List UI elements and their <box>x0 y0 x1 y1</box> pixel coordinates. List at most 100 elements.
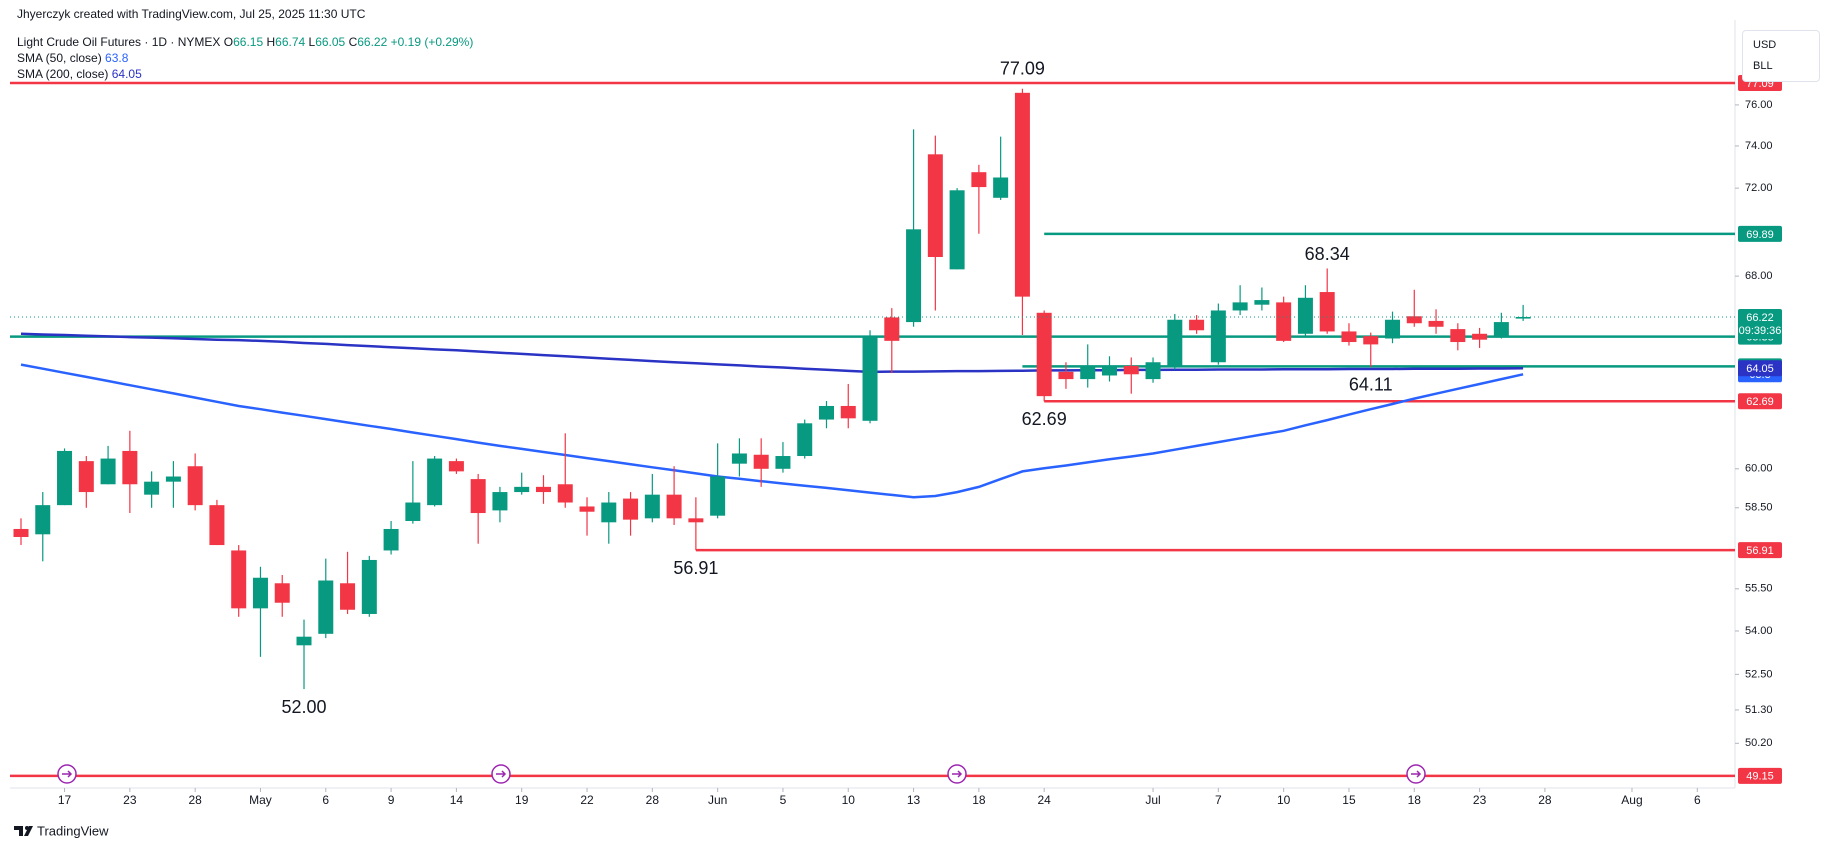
level-tag: 69.89 <box>1746 229 1774 241</box>
candle-body <box>1297 297 1313 334</box>
x-tick-label: Jul <box>1145 793 1160 807</box>
candle-body <box>1232 302 1248 311</box>
candle-body <box>1080 367 1096 380</box>
change: +0.19 (+0.29%) <box>390 35 474 49</box>
legend-entry: SMA (50, close) <box>17 51 102 65</box>
candle-body <box>775 456 791 469</box>
legend-sma200[interactable]: SMA (200, close) 64.05 <box>17 67 142 81</box>
x-tick-label: 28 <box>188 793 202 807</box>
level-tag-bg <box>1738 225 1782 242</box>
x-tick-label: Aug <box>1621 793 1642 807</box>
ohlc-value: 66.05 <box>315 35 346 49</box>
candle-body <box>884 317 900 341</box>
candle-body <box>927 154 943 258</box>
y-tick-label: 72.00 <box>1745 182 1773 194</box>
level-tag: 49.15 <box>1746 771 1774 783</box>
brand: TradingView <box>37 823 109 838</box>
candle-body <box>906 229 922 323</box>
annotation: 52.00 <box>281 697 326 717</box>
x-tick-label: 6 <box>322 793 329 807</box>
candle-body <box>13 528 29 537</box>
candle-body <box>1428 320 1444 327</box>
candle-body <box>949 190 965 270</box>
candle-body <box>427 458 443 506</box>
candle-body <box>252 577 268 609</box>
x-tick-label: 10 <box>842 793 856 807</box>
candle-body <box>1210 310 1226 363</box>
x-tick-label: 14 <box>450 793 464 807</box>
ohlc-label: C <box>348 35 358 49</box>
candle-body <box>1385 319 1401 339</box>
currency: USD <box>1753 39 1777 51</box>
credit: Jhyerczyk created with TradingView.com, … <box>17 7 366 21</box>
brand-logo <box>14 826 33 836</box>
legend-main: Light Crude Oil Futures · 1D · NYMEX O66… <box>17 35 473 49</box>
x-tick-label: 18 <box>1408 793 1422 807</box>
sma-line <box>20 332 1524 374</box>
candle-body <box>1014 92 1030 297</box>
ohlc-label: H <box>266 35 276 49</box>
y-tick-label: 52.50 <box>1745 668 1773 680</box>
candle-body <box>340 583 356 610</box>
candle-body <box>1515 316 1531 319</box>
event-icon[interactable] <box>57 764 77 784</box>
x-tick-label: 24 <box>1038 793 1052 807</box>
candle-body <box>601 502 617 523</box>
legend-sma50[interactable]: SMA (50, close) 63.8 <box>17 51 128 65</box>
scale-panel[interactable]: USD BLL <box>1742 30 1820 82</box>
candle-body <box>862 336 878 421</box>
event-icons <box>57 764 1426 784</box>
y-tick-label: 51.30 <box>1745 704 1773 716</box>
last-price-tag-bg <box>1738 308 1782 339</box>
legend-value: 63.8 <box>105 51 129 65</box>
level-tag-bg <box>1738 767 1782 784</box>
candle-body <box>710 476 726 516</box>
annotation: 64.11 <box>1349 375 1393 395</box>
candle-body <box>1493 322 1509 337</box>
sma-tag-bg <box>1738 360 1782 377</box>
legend-value: 64.05 <box>111 67 142 81</box>
y-tick-label: 60.00 <box>1745 463 1773 475</box>
symbol: Light Crude Oil Futures · 1D · NYMEX <box>17 35 221 49</box>
x-tick-label: 18 <box>972 793 986 807</box>
y-tick-label: 50.20 <box>1745 737 1773 749</box>
candle-body <box>1123 365 1139 375</box>
annotation: 68.34 <box>1305 244 1350 264</box>
candle-body <box>557 484 573 503</box>
x-tick-label: 10 <box>1277 793 1291 807</box>
x-tick-label: 23 <box>123 793 137 807</box>
candle-body <box>122 450 138 485</box>
candle-body <box>1341 331 1357 343</box>
candle-body <box>78 461 94 493</box>
y-tick-label: 58.50 <box>1745 502 1773 514</box>
candle-body <box>35 505 51 535</box>
level-tag-bg <box>1738 542 1782 559</box>
candle-body <box>296 636 312 646</box>
candle-body <box>492 492 508 511</box>
x-tick-label: 23 <box>1473 793 1487 807</box>
candle-body <box>1276 302 1292 341</box>
candle-body <box>623 498 639 520</box>
legend-entry: SMA (200, close) <box>17 67 109 81</box>
candle-body <box>231 550 247 609</box>
candle-body <box>514 486 530 493</box>
countdown: 09:39:36 <box>1739 325 1782 337</box>
candle-body <box>1450 329 1466 343</box>
event-icon[interactable] <box>947 764 967 784</box>
candle-body <box>144 481 160 495</box>
candle-body <box>731 453 747 464</box>
event-icon[interactable] <box>491 764 511 784</box>
annotation: 56.91 <box>673 558 718 578</box>
candle-body <box>535 486 551 493</box>
candle-body <box>1254 300 1270 305</box>
candle-body <box>1406 316 1422 324</box>
candle-body <box>753 454 769 469</box>
unit: BLL <box>1753 60 1773 72</box>
last-price-tag: 66.22 <box>1746 312 1774 324</box>
candle-body <box>1058 371 1074 380</box>
y-tick-label: 76.00 <box>1745 99 1773 111</box>
event-icon[interactable] <box>1406 764 1426 784</box>
candle-body <box>448 461 464 472</box>
ohlc-value: 66.22 <box>357 35 388 49</box>
x-tick-label: 9 <box>388 793 395 807</box>
